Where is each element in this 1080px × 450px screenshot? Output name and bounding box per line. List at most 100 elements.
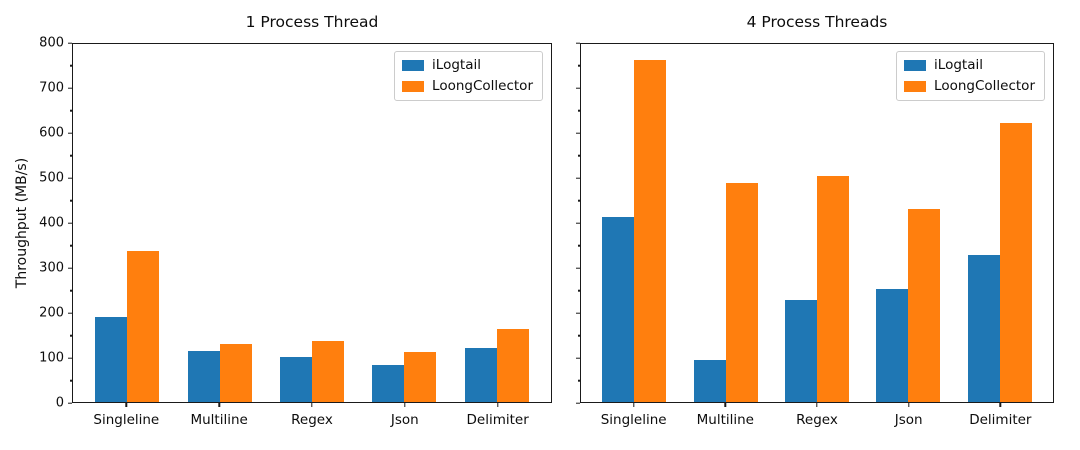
y-minor-tick-mark xyxy=(69,64,72,67)
y-tick-mark xyxy=(576,177,580,179)
y-tick-mark xyxy=(68,312,72,314)
x-tick-label: Regex xyxy=(796,412,838,428)
x-tick-label: Delimiter xyxy=(969,412,1032,428)
y-minor-tick-mark xyxy=(577,64,580,67)
legend-label: LoongCollector xyxy=(432,77,533,94)
y-tick-label: 100 xyxy=(39,350,64,366)
y-tick-mark xyxy=(68,402,72,404)
y-tick-mark xyxy=(576,402,580,404)
y-minor-tick-mark xyxy=(577,244,580,247)
y-tick-mark xyxy=(68,42,72,44)
y-tick-label: 600 xyxy=(39,125,64,141)
bar-loongcollector-delimiter xyxy=(999,122,1032,402)
x-tick-mark xyxy=(907,403,910,407)
y-tick-label: 800 xyxy=(39,35,64,51)
subplot-4-process-threads: 4 Process Threads iLogtail LoongCollecto… xyxy=(576,13,1054,428)
bar-loongcollector-json xyxy=(404,351,437,402)
y-tick-label: 300 xyxy=(39,260,64,276)
y-axis-label: Throughput (MB/s) xyxy=(14,157,30,289)
bar-ilogtail-json xyxy=(372,365,405,402)
x-tick-mark xyxy=(632,403,635,407)
bar-ilogtail-singleline xyxy=(95,316,128,402)
x-tick-label: Singleline xyxy=(93,412,160,428)
y-minor-tick-mark xyxy=(69,379,72,382)
legend-label: LoongCollector xyxy=(934,77,1035,94)
bar-loongcollector-multiline xyxy=(725,183,758,402)
x-tick-label: Regex xyxy=(291,412,333,428)
y-tick-mark xyxy=(68,222,72,224)
bar-ilogtail-delimiter xyxy=(464,347,497,402)
bar-ilogtail-singleline xyxy=(602,216,635,402)
bar-loongcollector-singleline xyxy=(127,251,160,402)
bar-ilogtail-delimiter xyxy=(967,254,1000,402)
x-tick-mark xyxy=(816,403,818,407)
y-tick-mark xyxy=(576,312,580,314)
loongcollector-swatch xyxy=(402,80,425,92)
y-tick-mark xyxy=(68,267,72,269)
y-tick-mark xyxy=(576,87,580,89)
legend-item-loongcollector: LoongCollector xyxy=(904,77,1035,95)
y-minor-tick-mark xyxy=(577,289,580,292)
y-tick-mark xyxy=(576,357,580,359)
x-tick-label: Json xyxy=(894,412,923,428)
y-minor-tick-mark xyxy=(69,199,72,202)
y-tick-mark xyxy=(576,222,580,224)
loongcollector-swatch xyxy=(904,80,927,92)
bar-loongcollector-delimiter xyxy=(496,328,529,402)
bar-loongcollector-json xyxy=(908,208,941,402)
y-tick-mark xyxy=(68,132,72,134)
ilogtail-swatch xyxy=(904,60,927,72)
y-minor-tick-mark xyxy=(577,199,580,202)
subplot-title: 4 Process Threads xyxy=(746,13,888,31)
plot-area: iLogtail LoongCollector xyxy=(580,43,1054,403)
y-tick-label: 0 xyxy=(55,395,64,411)
legend: iLogtail LoongCollector xyxy=(394,51,543,102)
y-tick-mark xyxy=(68,87,72,89)
bar-loongcollector-regex xyxy=(312,341,344,402)
y-minor-tick-mark xyxy=(69,289,72,292)
subplot-1-process-thread: 1 Process Thread iLogtail LoongCollector… xyxy=(39,13,552,428)
y-tick-mark xyxy=(576,42,580,44)
y-tick-label: 500 xyxy=(39,170,64,186)
subplot-title: 1 Process Thread xyxy=(245,13,379,31)
y-minor-tick-mark xyxy=(577,334,580,337)
bar-ilogtail-regex xyxy=(785,299,817,402)
x-tick-label: Multiline xyxy=(696,412,754,428)
bar-loongcollector-multiline xyxy=(219,344,252,402)
x-tick-label: Singleline xyxy=(600,412,667,428)
legend-item-ilogtail: iLogtail xyxy=(402,57,533,74)
y-tick-mark xyxy=(68,357,72,359)
y-minor-tick-mark xyxy=(69,244,72,247)
bar-ilogtail-regex xyxy=(280,356,312,402)
x-tick-mark xyxy=(404,403,406,407)
bar-ilogtail-multiline xyxy=(693,360,726,402)
x-tick-label: Json xyxy=(390,412,419,428)
y-tick-label: 200 xyxy=(39,305,64,321)
x-tick-mark xyxy=(496,403,499,407)
x-tick-mark xyxy=(999,403,1002,407)
y-tick-mark xyxy=(576,267,580,269)
legend-item-loongcollector: LoongCollector xyxy=(402,77,533,95)
y-tick-mark xyxy=(68,177,72,179)
x-tick-mark xyxy=(311,403,313,407)
y-minor-tick-mark xyxy=(577,154,580,157)
x-tick-mark xyxy=(125,403,128,407)
x-tick-label: Delimiter xyxy=(466,412,529,428)
x-tick-mark xyxy=(724,403,727,407)
x-tick-label: Multiline xyxy=(190,412,248,428)
ilogtail-swatch xyxy=(402,60,425,72)
legend: iLogtail LoongCollector xyxy=(896,51,1045,102)
y-minor-tick-mark xyxy=(577,379,580,382)
y-tick-mark xyxy=(576,132,580,134)
y-minor-tick-mark xyxy=(69,154,72,157)
legend-label: iLogtail xyxy=(432,57,481,73)
y-minor-tick-mark xyxy=(577,109,580,112)
y-tick-label: 400 xyxy=(39,215,64,231)
bar-loongcollector-regex xyxy=(817,175,849,402)
bar-ilogtail-json xyxy=(876,289,909,402)
bar-ilogtail-multiline xyxy=(187,351,220,402)
legend-label: iLogtail xyxy=(934,57,983,73)
bar-loongcollector-singleline xyxy=(634,60,667,402)
y-minor-tick-mark xyxy=(69,109,72,112)
